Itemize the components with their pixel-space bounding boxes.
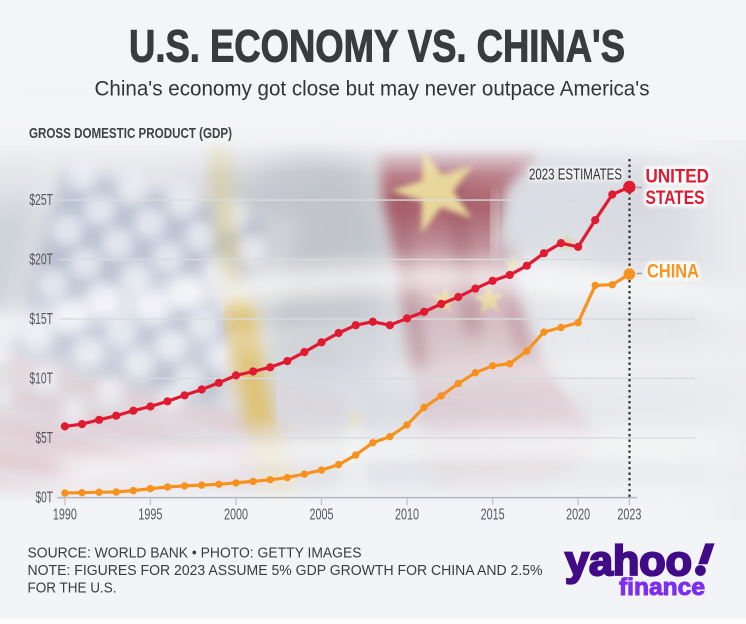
svg-text:$5T: $5T xyxy=(36,430,54,447)
svg-text:$0T: $0T xyxy=(36,490,54,507)
svg-text:2023 ESTIMATES: 2023 ESTIMATES xyxy=(529,167,622,184)
svg-text:2010: 2010 xyxy=(395,507,419,524)
svg-text:2023 ESTIMATES: 2023 ESTIMATES xyxy=(529,167,622,184)
svg-text:NOTE: FIGURES FOR 2023 ASSUME: NOTE: FIGURES FOR 2023 ASSUME 5% GDP GRO… xyxy=(28,563,543,579)
svg-text:1995: 1995 xyxy=(138,507,162,524)
svg-text:finance: finance xyxy=(619,574,705,601)
svg-text:2005: 2005 xyxy=(310,507,334,524)
svg-text:China's economy got close but: China's economy got close but may never … xyxy=(95,77,650,101)
svg-text:STATES: STATES xyxy=(646,187,705,209)
svg-text:SOURCE: WORLD BANK • PHOTO: GE: SOURCE: WORLD BANK • PHOTO: GETTY IMAGES xyxy=(28,546,362,562)
svg-text:U.S. ECONOMY VS. CHINA'S: U.S. ECONOMY VS. CHINA'S xyxy=(129,21,625,72)
svg-text:FOR THE U.S.: FOR THE U.S. xyxy=(28,580,117,596)
svg-text:1990: 1990 xyxy=(53,507,77,524)
svg-text:STATES: STATES xyxy=(646,187,705,209)
svg-text:$15T: $15T xyxy=(29,311,53,328)
svg-text:2015: 2015 xyxy=(481,507,505,524)
svg-text:2023: 2023 xyxy=(617,507,641,524)
svg-text:$20T: $20T xyxy=(29,252,53,269)
svg-text:UNITED: UNITED xyxy=(646,166,710,188)
svg-text:CHINA: CHINA xyxy=(647,261,699,283)
svg-text:GROSS DOMESTIC PRODUCT (GDP): GROSS DOMESTIC PRODUCT (GDP) xyxy=(29,126,232,142)
svg-text:yahoo: yahoo xyxy=(565,537,692,584)
svg-text:$25T: $25T xyxy=(29,192,53,209)
svg-text:UNITED: UNITED xyxy=(646,166,710,188)
svg-text:$10T: $10T xyxy=(29,371,53,388)
svg-text:2020: 2020 xyxy=(566,507,590,524)
svg-text:CHINA: CHINA xyxy=(647,261,699,283)
svg-text:2000: 2000 xyxy=(224,507,248,524)
